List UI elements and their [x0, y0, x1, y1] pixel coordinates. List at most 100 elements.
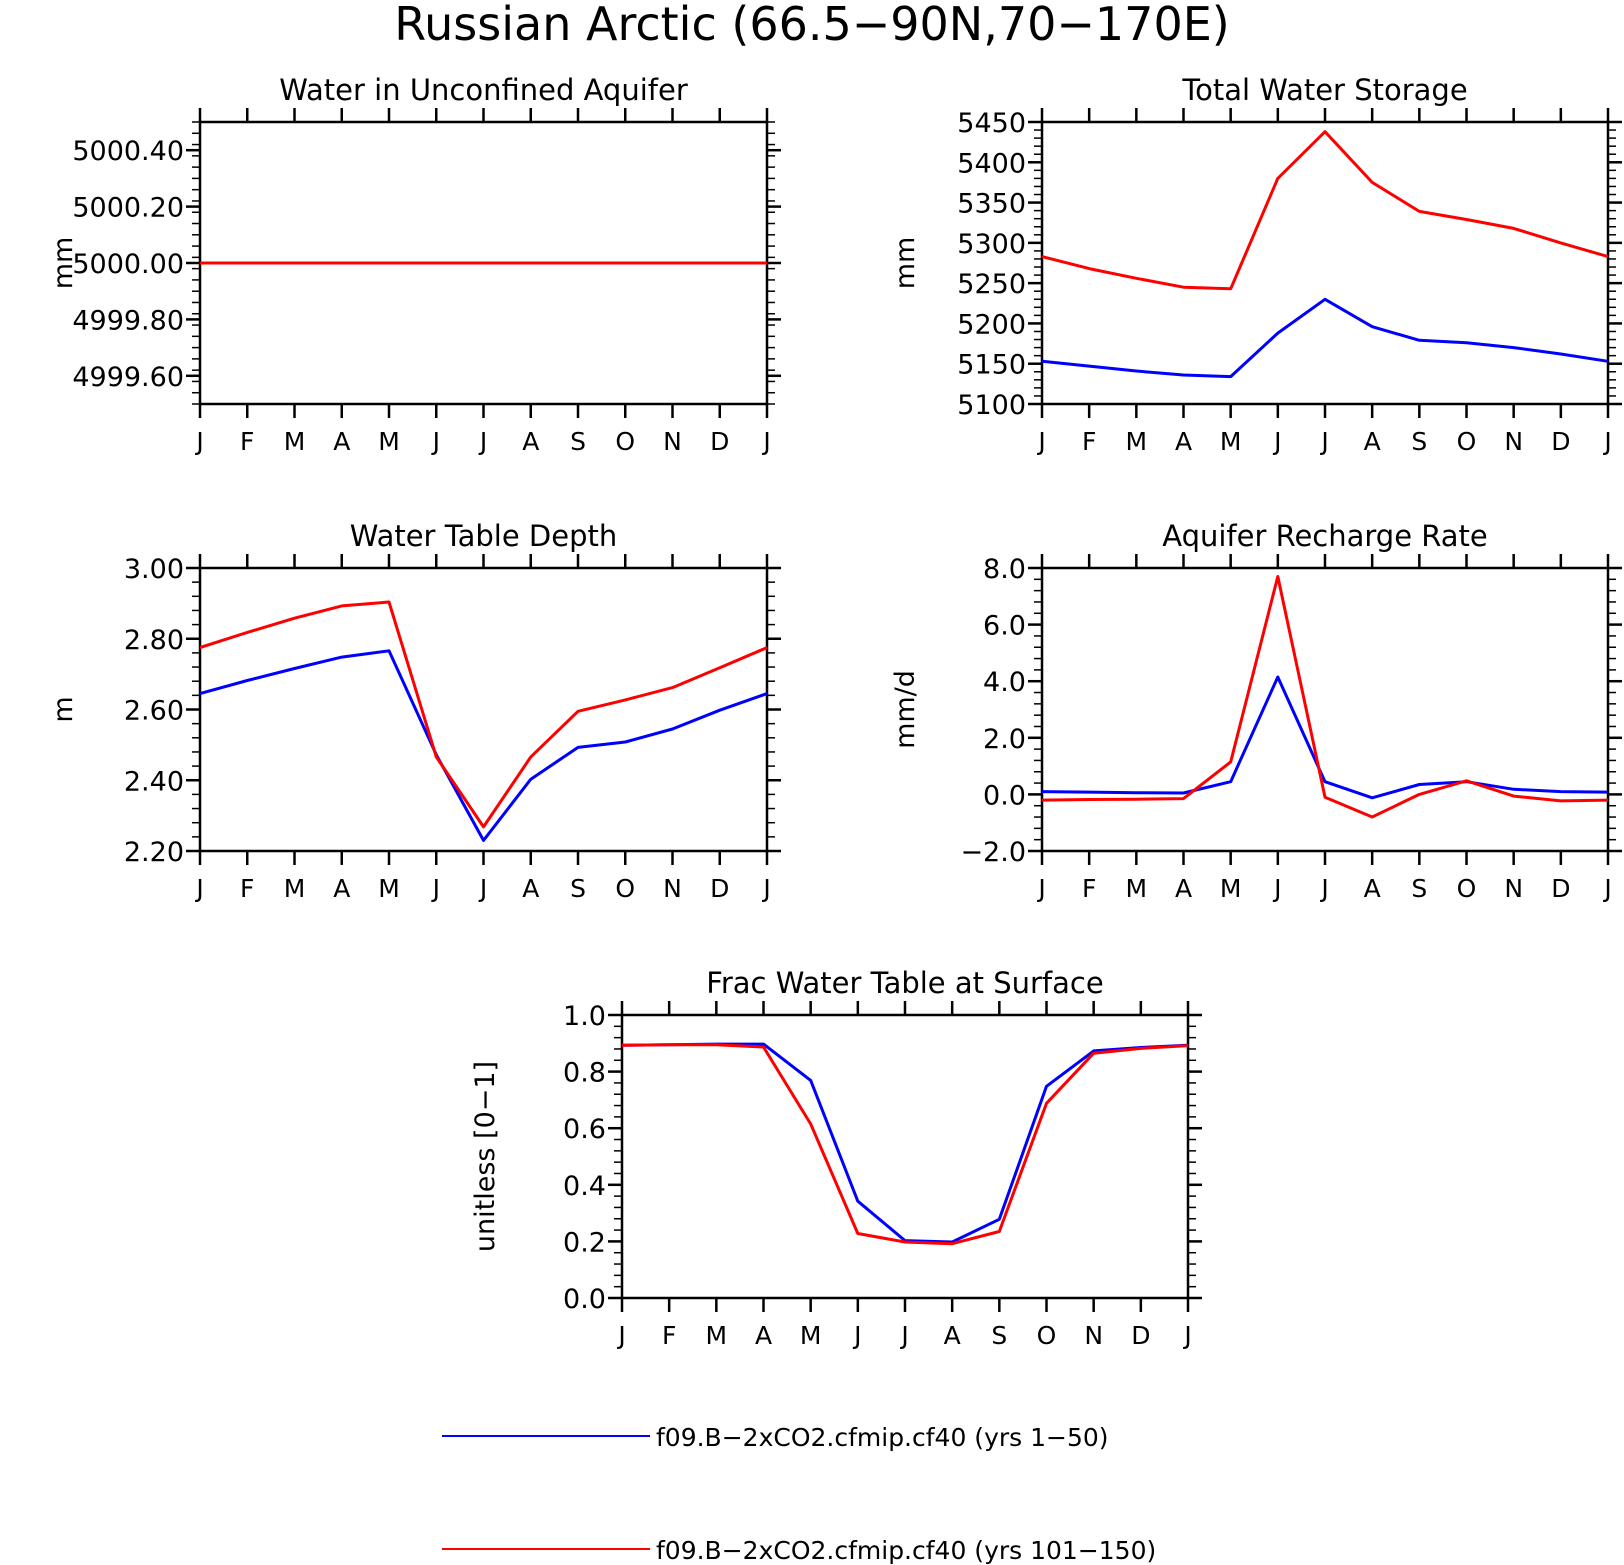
x-tick-label: O	[1457, 427, 1477, 456]
x-tick-label: N	[1504, 427, 1523, 456]
y-tick-label: 0.4	[563, 1171, 606, 1202]
x-tick-label: N	[663, 427, 682, 456]
x-tick-label: F	[1082, 427, 1096, 456]
x-tick-label: A	[1175, 427, 1192, 456]
x-tick-label: F	[662, 1321, 676, 1350]
y-tick-label: 0.6	[563, 1114, 606, 1145]
x-tick-label: D	[710, 427, 729, 456]
y-tick-label: 8.0	[983, 554, 1026, 585]
panel-title: Total Water Storage	[1181, 73, 1467, 107]
x-tick-label: J	[1182, 1321, 1191, 1350]
x-tick-label: M	[284, 874, 306, 903]
x-tick-label: M	[1220, 874, 1242, 903]
x-tick-label: J	[899, 1321, 908, 1350]
x-tick-label: J	[852, 1321, 861, 1350]
x-tick-label: A	[1364, 427, 1381, 456]
x-tick-label: J	[1319, 874, 1328, 903]
y-tick-label: 5400	[957, 148, 1026, 179]
panel-aquifer-recharge-rate: J F M A M J J A S O N D J−2.00.02.04.06.08.0Aquifer …	[890, 519, 1622, 903]
x-tick-label: J	[761, 427, 770, 456]
y-axis-label: m	[48, 696, 79, 722]
figure-title: Russian Arctic (66.5−90N,70−170E)	[394, 0, 1229, 51]
y-tick-label: 2.20	[124, 837, 184, 868]
plot-frame	[620, 1013, 1190, 1300]
x-tick-label: A	[1175, 874, 1192, 903]
series-line-1	[621, 1042, 1189, 1244]
x-tick-label: A	[1364, 874, 1381, 903]
x-tick-label: M	[800, 1321, 822, 1350]
x-tick-label: J	[478, 874, 487, 903]
y-tick-label: 2.40	[124, 766, 184, 797]
x-tick-label: A	[333, 874, 350, 903]
x-tick-label: J	[194, 874, 203, 903]
x-tick-label: J	[431, 427, 440, 456]
y-tick-label: 6.0	[983, 611, 1026, 642]
y-tick-label: 1.0	[563, 1001, 606, 1032]
x-tick-label: M	[1126, 874, 1148, 903]
x-tick-label: J	[616, 1321, 625, 1350]
y-tick-label: 0.0	[563, 1284, 606, 1315]
x-tick-label: S	[991, 1321, 1007, 1350]
x-tick-label: D	[710, 874, 729, 903]
y-tick-label: 4.0	[983, 667, 1026, 698]
series-line-2	[199, 600, 768, 829]
x-tick-label: A	[333, 427, 350, 456]
y-tick-label: 5450	[957, 108, 1026, 139]
x-tick-label: J	[1272, 874, 1281, 903]
y-tick-label: 2.0	[983, 724, 1026, 755]
x-tick-label: S	[1411, 874, 1427, 903]
y-tick-label: 5200	[957, 309, 1026, 340]
x-tick-label: J	[1602, 874, 1611, 903]
x-tick-label: A	[755, 1321, 772, 1350]
plot-frame	[1040, 120, 1610, 406]
x-tick-label: M	[706, 1321, 728, 1350]
series-line-1	[1041, 675, 1609, 800]
x-tick-label: D	[1551, 874, 1570, 903]
x-tick-label: S	[570, 427, 586, 456]
legend-label-series-2: f09.B−2xCO2.cfmip.cf40 (yrs 101−150)	[656, 1536, 1156, 1565]
y-tick-label: 5000.20	[72, 193, 184, 224]
x-tick-label: M	[1220, 427, 1242, 456]
x-tick-label: M	[1126, 427, 1148, 456]
x-tick-label: O	[1037, 1321, 1057, 1350]
y-tick-label: 4999.60	[72, 362, 184, 393]
panel-title: Water in Unconfined Aquifer	[279, 73, 688, 107]
x-tick-label: J	[1602, 427, 1611, 456]
x-tick-label: S	[1411, 427, 1427, 456]
x-tick-label: N	[663, 874, 682, 903]
y-axis-label: mm	[890, 237, 921, 290]
x-tick-label: F	[240, 874, 254, 903]
y-axis-label: mm/d	[890, 670, 921, 749]
y-tick-label: −2.0	[960, 837, 1026, 868]
plot-frame	[1040, 566, 1610, 853]
y-tick-label: 5350	[957, 189, 1026, 220]
plot-frame	[198, 566, 769, 853]
x-tick-label: J	[1272, 427, 1281, 456]
x-tick-label: J	[1319, 427, 1328, 456]
panel-total-water-storage: J F M A M J J A S O N D J510051505200525053005350540…	[890, 73, 1622, 456]
y-tick-label: 5000.00	[72, 249, 184, 280]
series-line-1	[199, 649, 768, 842]
y-tick-label: 3.00	[124, 554, 184, 585]
series-line-2	[1041, 575, 1609, 819]
y-tick-label: 5250	[957, 269, 1026, 300]
y-tick-label: 0.8	[563, 1058, 606, 1089]
x-tick-label: D	[1551, 427, 1570, 456]
x-tick-label: F	[240, 427, 254, 456]
x-tick-label: A	[522, 874, 539, 903]
series-line-1	[1041, 297, 1609, 379]
y-tick-label: 5100	[957, 390, 1026, 421]
x-tick-label: N	[1084, 1321, 1103, 1350]
legend: f09.B−2xCO2.cfmip.cf40 (yrs 1−50) f09.B−…	[442, 1423, 1156, 1565]
x-tick-label: J	[194, 427, 203, 456]
series-line-2	[1041, 130, 1609, 291]
panel-title: Water Table Depth	[350, 519, 618, 553]
x-tick-label: F	[1082, 874, 1096, 903]
y-tick-label: 5000.40	[72, 136, 184, 167]
x-tick-label: A	[944, 1321, 961, 1350]
y-tick-label: 2.60	[124, 696, 184, 727]
x-tick-label: J	[431, 874, 440, 903]
y-axis-label: unitless [0−1]	[470, 1061, 501, 1252]
